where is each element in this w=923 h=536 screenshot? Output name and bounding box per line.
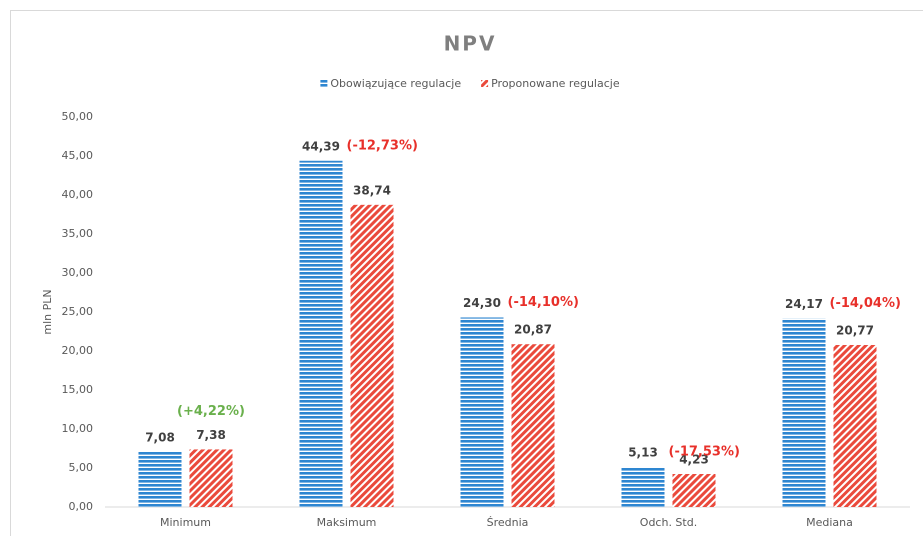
y-tick-label: 45,00: [62, 149, 94, 162]
y-tick-label: 40,00: [62, 188, 94, 201]
x-tick-label: Minimum: [160, 516, 211, 529]
bar: [350, 204, 394, 507]
bar: [299, 160, 343, 507]
y-tick-label: 20,00: [62, 344, 94, 357]
bar: [189, 449, 233, 507]
bar: [138, 451, 182, 507]
value-label: 24,17: [785, 297, 823, 311]
y-tick-label: 25,00: [62, 305, 94, 318]
chart-title: NPV: [444, 32, 497, 56]
value-label: 5,13: [628, 445, 658, 459]
value-label: 20,77: [836, 323, 874, 337]
bar: [833, 344, 877, 507]
y-tick-label: 30,00: [62, 266, 94, 279]
x-tick-label: Średnia: [487, 516, 529, 529]
value-label: 7,08: [145, 430, 175, 444]
legend-label: Proponowane regulacje: [491, 77, 620, 90]
value-label: 38,74: [353, 183, 391, 197]
legend-marker: [481, 80, 489, 87]
y-tick-label: 10,00: [62, 422, 94, 435]
change-label: (-14,10%): [508, 295, 579, 310]
change-label: (-17,53%): [669, 444, 740, 459]
change-label: (-12,73%): [347, 138, 418, 153]
change-label: (+4,22%): [177, 404, 245, 419]
change-label: (-14,04%): [830, 296, 901, 311]
bar: [621, 466, 665, 507]
y-tick-label: 35,00: [62, 227, 94, 240]
value-label: 24,30: [463, 296, 501, 310]
value-label: 44,39: [302, 139, 340, 153]
x-tick-label: Odch. Std.: [640, 516, 697, 529]
y-axis-label: mln PLN: [41, 289, 54, 334]
value-label: 4,23: [679, 453, 709, 467]
legend-label: Obowiązujące regulacje: [330, 77, 461, 90]
value-label: 20,87: [514, 323, 552, 337]
bar: [460, 317, 504, 507]
y-tick-label: 50,00: [62, 110, 94, 123]
bar: [511, 344, 555, 507]
value-label: 7,38: [196, 428, 226, 442]
x-tick-label: Mediana: [806, 516, 853, 529]
x-tick-label: Maksimum: [317, 516, 377, 529]
y-tick-label: 0,00: [69, 500, 94, 513]
y-tick-label: 15,00: [62, 383, 94, 396]
bar: [672, 474, 716, 507]
y-tick-label: 5,00: [69, 461, 94, 474]
legend-marker: [320, 80, 328, 87]
bar: [782, 318, 826, 507]
